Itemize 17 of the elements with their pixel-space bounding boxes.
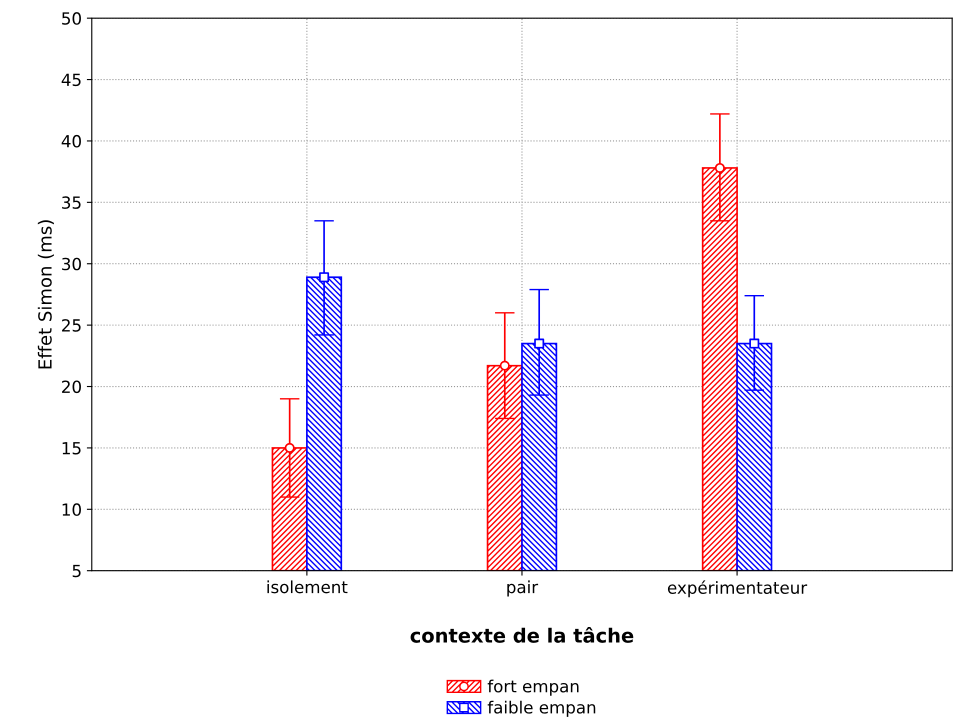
y-tick-label: 35 xyxy=(62,196,81,209)
y-tick-label: 15 xyxy=(62,442,81,454)
y-tick-label: 45 xyxy=(62,74,81,86)
y-tick-label: 10 xyxy=(62,503,81,516)
legend-label: fort empan xyxy=(488,680,578,696)
x-tick-label: pair xyxy=(507,580,538,597)
x-axis-title: contexte de la tâche xyxy=(410,626,634,643)
y-tick-label: 50 xyxy=(62,12,81,25)
y-tick-label: 40 xyxy=(62,134,81,148)
x-tick-label: isolement xyxy=(267,580,348,594)
legend-label: faible empan xyxy=(488,700,596,717)
y-tick-label: 25 xyxy=(62,319,81,332)
x-tick-label: expérimentateur xyxy=(668,580,808,598)
y-tick-label: 5 xyxy=(72,564,81,578)
y-tick-label: 20 xyxy=(62,380,81,394)
y-axis-title: Effet Simon (ms) xyxy=(38,220,54,368)
y-tick-label: 30 xyxy=(62,258,81,270)
